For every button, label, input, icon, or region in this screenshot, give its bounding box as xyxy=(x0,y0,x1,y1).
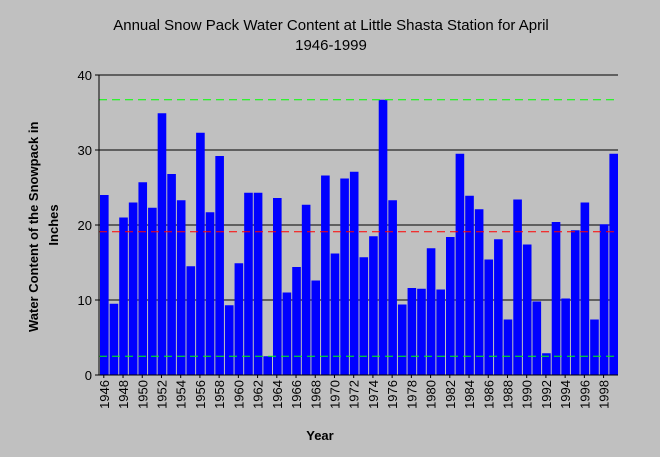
chart-subtitle: 1946-1999 xyxy=(295,37,367,54)
bars xyxy=(100,99,618,375)
bar xyxy=(196,132,205,375)
y-tick-label: 10 xyxy=(78,293,92,308)
x-tick-label: 1952 xyxy=(155,380,170,409)
x-tick-label: 1954 xyxy=(174,380,189,409)
chart-title: Annual Snow Pack Water Content at Little… xyxy=(113,17,549,34)
bar xyxy=(426,248,436,375)
x-tick-label: 1966 xyxy=(289,380,304,409)
y-tick-label: 40 xyxy=(78,68,92,83)
x-tick-label: 1972 xyxy=(347,380,362,409)
bar xyxy=(513,199,522,375)
bar xyxy=(224,305,234,375)
bar xyxy=(503,319,513,375)
bar xyxy=(590,319,599,375)
x-ticks: 1946 1948 1950 1952 1954 1956 1958 1960 1962 1964… xyxy=(97,375,612,409)
x-axis-label: Year xyxy=(306,428,333,443)
x-tick-label: 1960 xyxy=(231,380,246,409)
y-axis-label: Water Content of the Snowpack in Inches xyxy=(26,118,61,332)
bar xyxy=(186,266,196,375)
bar xyxy=(157,113,167,375)
bar xyxy=(484,259,494,375)
x-tick-label: 1956 xyxy=(193,380,208,409)
x-tick-label: 1948 xyxy=(116,380,131,409)
x-tick-label: 1984 xyxy=(462,380,477,409)
bar xyxy=(311,280,321,375)
bar xyxy=(321,175,330,375)
bar xyxy=(378,99,388,375)
x-tick-label: 1950 xyxy=(135,380,150,409)
x-tick-label: 1980 xyxy=(424,380,439,409)
bar xyxy=(273,198,282,375)
bar xyxy=(455,153,465,375)
bar xyxy=(340,178,349,375)
x-tick-label: 1974 xyxy=(366,380,381,409)
bar xyxy=(465,195,474,375)
bar xyxy=(215,156,224,375)
bar xyxy=(128,202,138,375)
x-tick-label: 1988 xyxy=(501,380,516,409)
bar xyxy=(407,288,417,375)
y-tick-label: 0 xyxy=(85,368,92,383)
x-tick-label: 1964 xyxy=(270,380,285,409)
bar xyxy=(522,244,532,375)
bar xyxy=(138,182,148,375)
bar xyxy=(397,304,407,375)
bar xyxy=(349,171,359,375)
bar xyxy=(609,153,618,375)
bar xyxy=(263,356,272,375)
y-tick-label: 30 xyxy=(78,143,92,158)
y-tick-label: 20 xyxy=(78,218,92,233)
y-axis-label-line-2: Inches xyxy=(46,204,61,245)
bar xyxy=(301,204,311,375)
bar xyxy=(369,236,378,375)
bar xyxy=(100,195,109,375)
x-tick-label: 1968 xyxy=(308,380,323,409)
bar xyxy=(282,292,292,375)
x-tick-label: 1990 xyxy=(520,380,535,409)
x-tick-label: 1982 xyxy=(443,380,458,409)
bar xyxy=(570,230,580,375)
bar xyxy=(388,200,397,375)
x-tick-label: 1962 xyxy=(251,380,266,409)
x-tick-label: 1946 xyxy=(97,380,112,409)
bar xyxy=(494,239,503,375)
bar xyxy=(292,267,301,375)
bar xyxy=(417,288,426,375)
bar xyxy=(167,174,176,375)
bar xyxy=(234,263,244,375)
bar xyxy=(359,257,369,375)
y-ticks: 0 10 20 30 40 xyxy=(78,68,99,383)
y-axis-label-line-1: Water Content of the Snowpack in xyxy=(26,122,41,332)
x-tick-label: 1994 xyxy=(558,380,573,409)
bar xyxy=(474,209,484,375)
bar xyxy=(446,237,455,375)
x-tick-label: 1986 xyxy=(481,380,496,409)
x-tick-label: 1998 xyxy=(597,380,612,409)
bar xyxy=(109,303,119,375)
x-tick-label: 1976 xyxy=(385,380,400,409)
bar xyxy=(436,289,445,375)
plot-area xyxy=(98,74,618,376)
bar xyxy=(253,192,263,375)
bar xyxy=(599,224,609,375)
bar xyxy=(205,212,215,375)
bar xyxy=(551,222,561,375)
bar xyxy=(148,207,157,375)
bar xyxy=(176,200,186,375)
reference-lines xyxy=(99,99,618,357)
bar xyxy=(330,253,340,375)
x-tick-label: 1996 xyxy=(577,380,592,409)
bar xyxy=(580,202,590,375)
bar xyxy=(244,192,253,375)
x-tick-label: 1978 xyxy=(404,380,419,409)
x-tick-label: 1970 xyxy=(328,380,343,409)
x-tick-label: 1958 xyxy=(212,380,227,409)
x-tick-label: 1992 xyxy=(539,380,554,409)
bar xyxy=(532,301,542,375)
bar xyxy=(561,298,570,375)
bar xyxy=(542,353,551,375)
bar xyxy=(119,217,128,375)
